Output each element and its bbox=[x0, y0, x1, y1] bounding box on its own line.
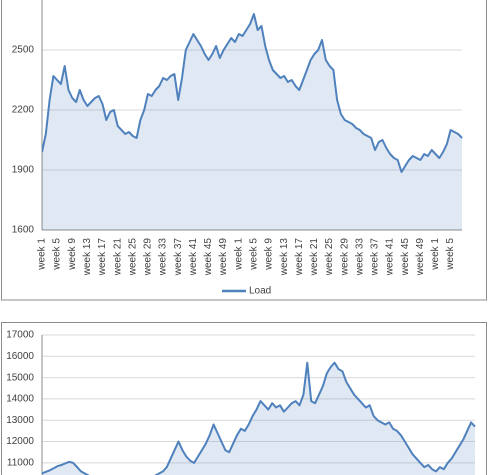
x-tick-label: week 5 bbox=[249, 238, 260, 271]
x-tick-label: week 21 bbox=[309, 238, 320, 277]
x-tick-label: week 1 bbox=[37, 238, 48, 271]
x-tick-label: week 21 bbox=[112, 238, 123, 277]
x-tick-label: week 29 bbox=[339, 238, 350, 277]
x-tick-label: week 37 bbox=[370, 238, 381, 277]
x-tick-label: week 33 bbox=[354, 238, 365, 277]
y-tick-label: 1600 bbox=[12, 225, 35, 236]
plot-clip bbox=[42, 13, 463, 230]
x-tick-label: week 5 bbox=[445, 238, 456, 271]
line bbox=[42, 361, 476, 475]
x-tick-label: week 1 bbox=[233, 238, 244, 271]
x-tick-label: week 13 bbox=[279, 238, 290, 277]
y-tick-label: 15000 bbox=[6, 372, 34, 383]
x-tick-label: week 41 bbox=[188, 238, 199, 277]
x-tick-label: week 17 bbox=[294, 238, 305, 277]
legend-label: Load bbox=[249, 286, 271, 297]
plot-clip bbox=[42, 361, 476, 475]
x-tick-label: week 33 bbox=[158, 238, 169, 277]
y-tick-label: 12000 bbox=[6, 436, 34, 447]
x-tick-label: week 45 bbox=[203, 238, 214, 277]
x-tick-label: week 25 bbox=[127, 238, 138, 277]
y-tick-label: 14000 bbox=[6, 394, 34, 405]
x-tick-label: week 25 bbox=[324, 238, 335, 277]
x-tick-label: week 29 bbox=[143, 238, 154, 277]
x-tick-label: week 1 bbox=[430, 238, 441, 271]
x-tick-label: week 45 bbox=[400, 238, 411, 277]
area bbox=[42, 14, 462, 230]
y-tick-label: 16000 bbox=[6, 351, 34, 362]
line bbox=[42, 13, 463, 173]
x-tick-label: week 41 bbox=[385, 238, 396, 277]
y-tick-label: 13000 bbox=[6, 415, 34, 426]
x-tick-label: week 13 bbox=[82, 238, 93, 277]
x-tick-label: week 17 bbox=[97, 238, 108, 277]
x-tick-label: week 9 bbox=[264, 238, 275, 271]
y-tick-label: 11000 bbox=[7, 457, 35, 468]
y-tick-label: 17000 bbox=[6, 330, 34, 341]
x-tick-label: week 9 bbox=[67, 238, 78, 271]
y-tick-label: 2200 bbox=[12, 105, 35, 116]
x-tick-label: week 49 bbox=[218, 238, 229, 277]
y-tick-label: 1900 bbox=[12, 165, 35, 176]
x-tick-label: week 5 bbox=[52, 238, 63, 271]
y-tick-label: 2500 bbox=[12, 45, 35, 56]
x-tick-label: week 37 bbox=[173, 238, 184, 277]
area bbox=[42, 362, 475, 475]
x-tick-label: week 49 bbox=[415, 238, 426, 277]
